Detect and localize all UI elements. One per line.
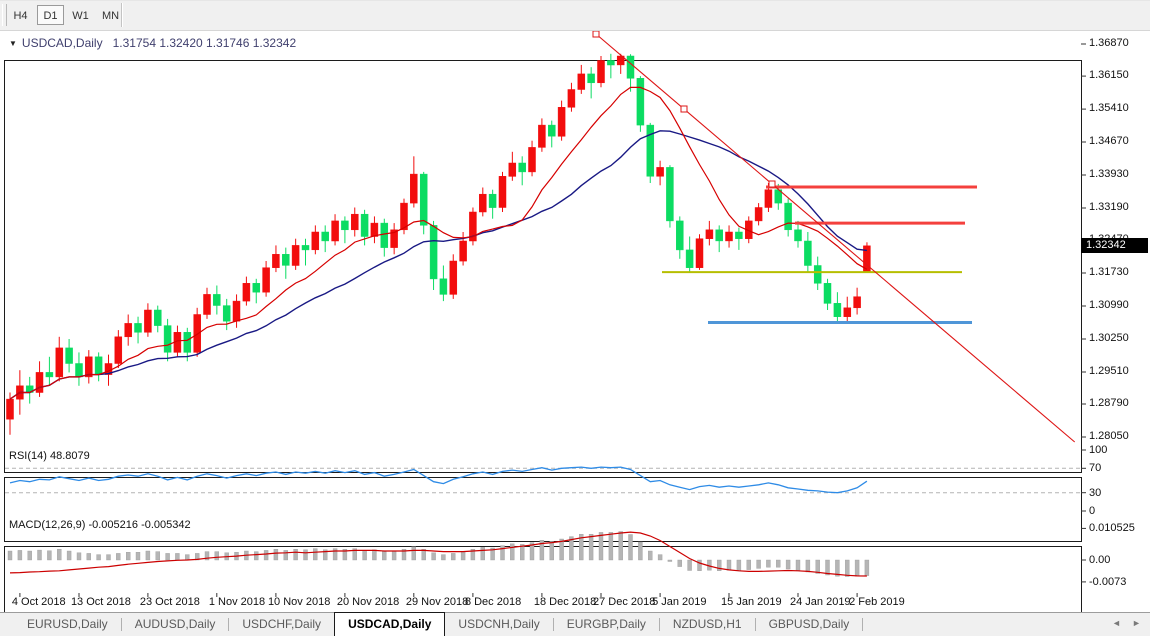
- chart-tab-eurusd-daily[interactable]: EURUSD,Daily: [27, 617, 108, 631]
- price-axis-label: 1.34670: [1089, 135, 1129, 148]
- price-axis-label: 1.30250: [1089, 331, 1129, 344]
- macd-axis-label: -0.0073: [1089, 575, 1127, 588]
- tab-separator: [552, 618, 554, 631]
- chart-tab-usdchf-daily[interactable]: USDCHF,Daily: [242, 617, 322, 631]
- price-axis-label: 1.29510: [1089, 364, 1129, 377]
- rsi-axis-label: 100: [1089, 444, 1108, 456]
- chart-tab-usdcad-daily[interactable]: USDCAD,Daily: [334, 612, 446, 636]
- tab-separator: [754, 618, 756, 631]
- main-chart-panel[interactable]: [4, 60, 1082, 473]
- macd-indicator-panel[interactable]: [4, 546, 1082, 622]
- chart-tabbar: EURUSD,Daily AUDUSD,Daily USDCHF,Daily USDC…: [0, 612, 1150, 636]
- price-axis-label: 1.36150: [1089, 69, 1129, 82]
- chart-title: ▼ USDCAD,Daily 1.31754 1.32420 1.31746 1.3…: [9, 36, 296, 50]
- timeframe-button-w1[interactable]: W1: [72, 10, 89, 22]
- timeframe-toolbar: H4 D1 W1 MN: [0, 1, 1150, 31]
- price-axis-label: 1.31730: [1089, 266, 1129, 279]
- tab-scroll-left-arrow[interactable]: ◄: [1112, 618, 1121, 628]
- rsi-axis-label: 0: [1089, 505, 1096, 517]
- tab-separator: [862, 618, 864, 631]
- date-axis-label: 20 Nov 2018: [336, 596, 400, 608]
- date-axis-label: 23 Oct 2018: [139, 596, 200, 608]
- symbol-dropdown-icon[interactable]: ▼: [9, 39, 17, 48]
- chart-tab-usdcnh-daily[interactable]: USDCNH,Daily: [458, 617, 540, 631]
- date-axis-label: 29 Nov 2018: [405, 596, 469, 608]
- rsi-axis-label: 70: [1089, 462, 1102, 475]
- macd-label: MACD(12,26,9) -0.005216 -0.005342: [9, 519, 191, 531]
- chart-tab-eurgbp-daily[interactable]: EURGBP,Daily: [566, 617, 646, 631]
- date-axis-label: 8 Dec 2018: [464, 596, 522, 608]
- tab-separator: [120, 618, 122, 631]
- current-price-badge: 1.32342: [1081, 238, 1148, 254]
- tab-separator: [228, 618, 230, 631]
- date-axis-label: 27 Dec 2018: [593, 596, 656, 608]
- timeframe-button-mn[interactable]: MN: [101, 10, 120, 22]
- date-axis-label: 4 Oct 2018: [11, 596, 66, 608]
- tab-scroll-right-arrow[interactable]: ►: [1132, 618, 1141, 628]
- chart-tab-nzdusd-h1[interactable]: NZDUSD,H1: [672, 617, 742, 631]
- price-axis-label: 1.28050: [1089, 430, 1129, 443]
- tab-separator: [658, 618, 660, 631]
- date-axis-label: 24 Jan 2019: [790, 596, 851, 608]
- macd-axis-label: 0.010525: [1089, 522, 1135, 535]
- date-axis-label: 1 Nov 2018: [208, 596, 266, 608]
- macd-axis-label: 0.00: [1089, 554, 1111, 566]
- date-axis-label: 13 Oct 2018: [70, 596, 131, 608]
- price-axis-label: 1.35410: [1089, 102, 1129, 115]
- rsi-axis-label: 30: [1089, 486, 1102, 499]
- price-axis-label: 1.28790: [1089, 397, 1129, 410]
- price-axis-label: 1.33190: [1089, 200, 1129, 213]
- date-axis-label: 2 Feb 2019: [849, 596, 905, 608]
- timeframe-button-d1[interactable]: D1: [37, 5, 64, 25]
- date-axis-label: 5 Jan 2019: [652, 596, 707, 608]
- timeframe-button-h4[interactable]: H4: [13, 10, 28, 22]
- chart-title-ohlc: 1.31754 1.32420 1.31746 1.32342: [112, 36, 297, 50]
- price-axis-label: 1.33930: [1089, 168, 1129, 180]
- toolbar-grip[interactable]: [2, 4, 7, 26]
- chart-title-symbol: USDCAD,Daily: [21, 36, 103, 50]
- date-axis-label: 15 Jan 2019: [721, 596, 782, 608]
- rsi-indicator-panel[interactable]: [4, 477, 1082, 542]
- date-axis-label: 18 Dec 2018: [533, 596, 597, 608]
- price-axis-label: 1.36870: [1089, 37, 1129, 49]
- rsi-label: RSI(14) 48.8079: [9, 450, 90, 462]
- toolbar-separator: [121, 3, 123, 27]
- date-axis-label: 10 Nov 2018: [267, 596, 331, 608]
- chart-tab-gbpusd-daily[interactable]: GBPUSD,Daily: [768, 617, 850, 631]
- chart-tab-audusd-daily[interactable]: AUDUSD,Daily: [134, 617, 216, 631]
- price-axis-label: 1.30990: [1089, 299, 1129, 311]
